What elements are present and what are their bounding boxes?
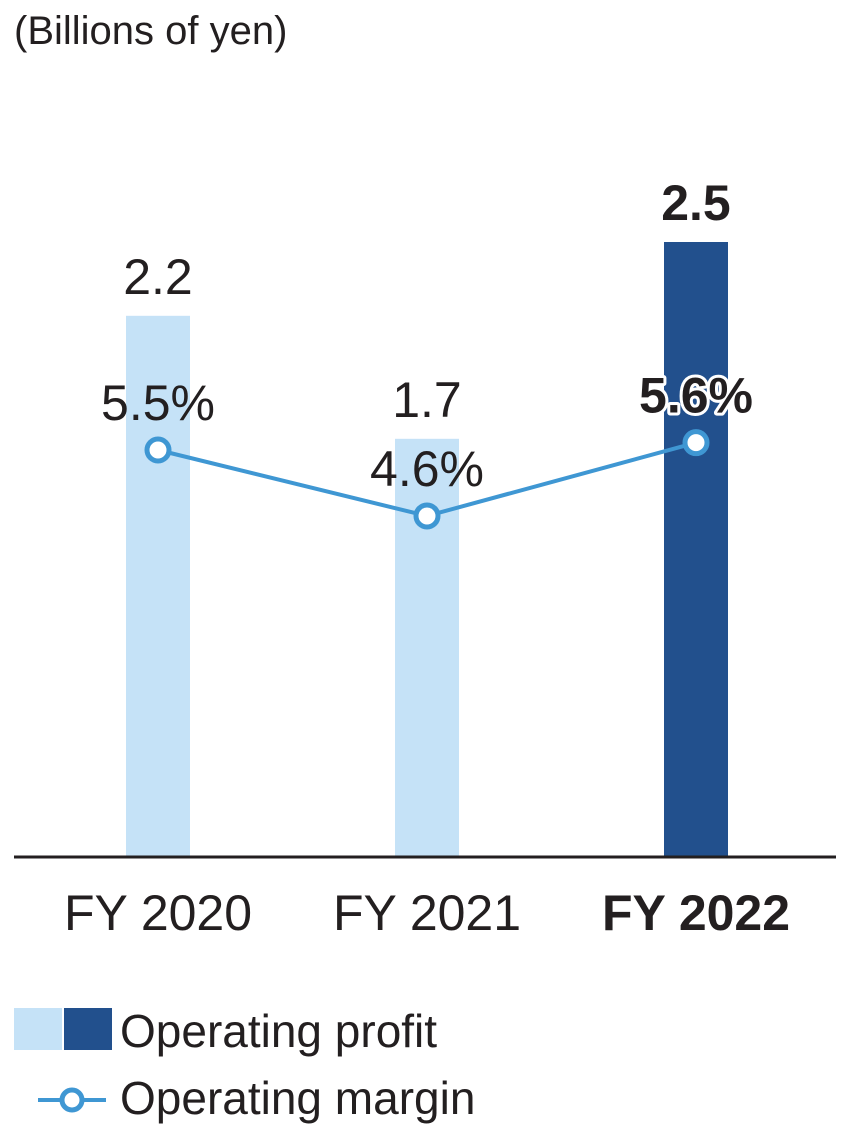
margin-value-label: 5.6% — [639, 368, 753, 424]
category-label-group: FY 2020 FY 2021 FY 2022 — [64, 885, 790, 941]
margin-value-label: 5.5% — [101, 375, 215, 431]
legend-swatch-margin-marker — [59, 1087, 85, 1113]
bar-group — [126, 242, 728, 857]
x-tick-label: FY 2020 — [64, 885, 252, 941]
bar-value-label: 2.2 — [123, 249, 193, 305]
margin-value-label: 4.6% — [370, 441, 484, 497]
bar-operating-profit-fy-2022 — [664, 242, 728, 857]
bar-value-label: 2.5 — [661, 175, 731, 231]
legend-swatch-profit-past — [14, 1008, 62, 1050]
legend: Operating profit Operating margin — [14, 1005, 475, 1124]
bar-operating-profit-fy-2020 — [126, 315, 190, 857]
bar-operating-profit-fy-2021 — [395, 438, 459, 857]
bar-label-group: 2.2 1.7 2.5 — [123, 175, 731, 428]
margin-point-marker — [413, 502, 441, 530]
x-tick-label: FY 2021 — [333, 885, 521, 941]
legend-swatch-profit-current — [64, 1008, 112, 1050]
legend-label-operating-margin: Operating margin — [120, 1072, 475, 1124]
margin-point-marker — [144, 436, 172, 464]
bar-value-label: 1.7 — [392, 372, 462, 428]
margin-point-marker — [682, 429, 710, 457]
unit-label: (Billions of yen) — [14, 9, 287, 53]
margin-label-group: 5.5% 4.6% 5.6% — [101, 365, 756, 497]
legend-label-operating-profit: Operating profit — [120, 1005, 437, 1057]
marker-group — [144, 429, 710, 530]
x-tick-label: FY 2022 — [602, 885, 790, 941]
